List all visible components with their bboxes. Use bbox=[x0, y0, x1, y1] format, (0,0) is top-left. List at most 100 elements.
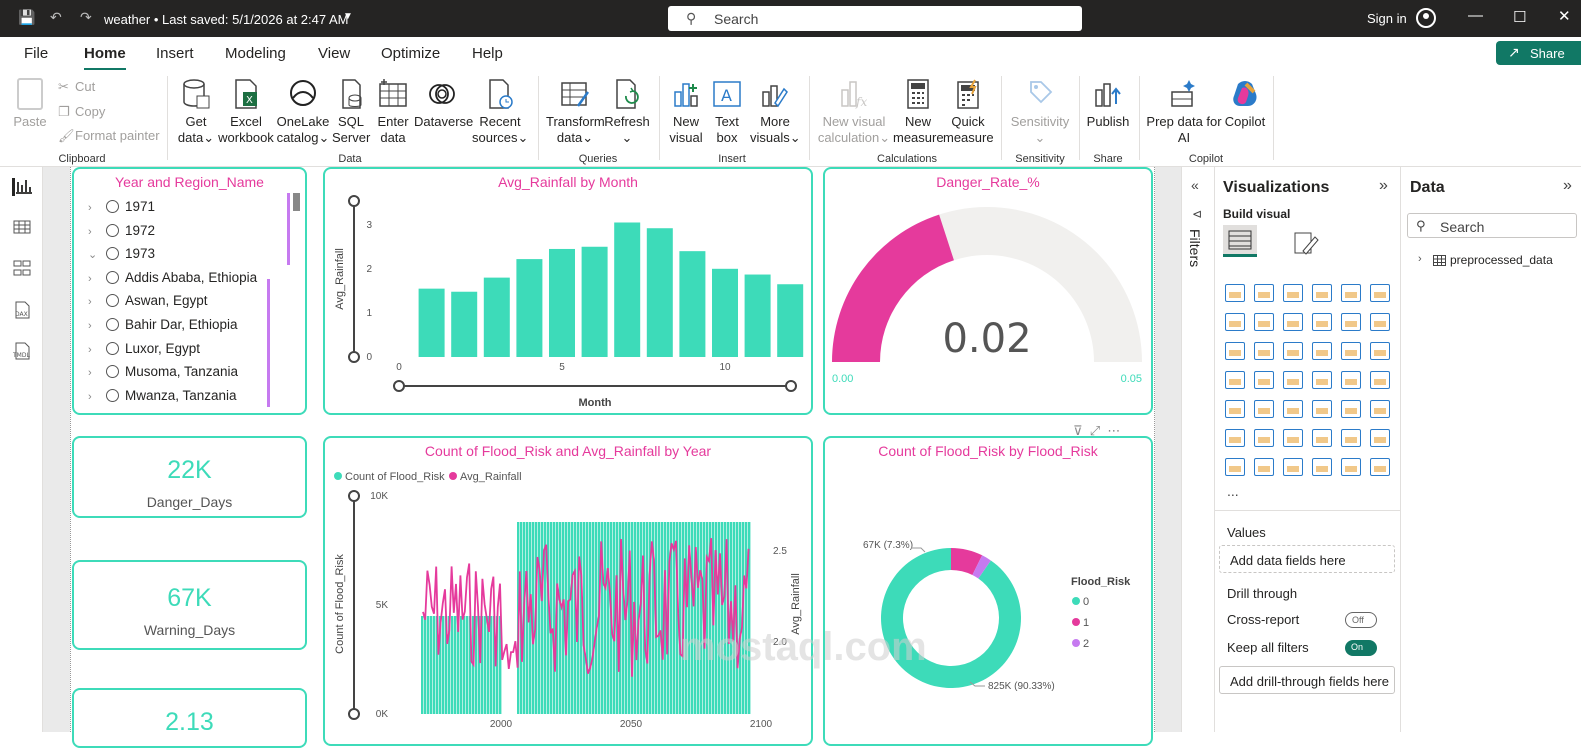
visual-type-icon[interactable] bbox=[1341, 284, 1361, 302]
onelake-catalog-button[interactable]: OneLake catalog⌄ bbox=[276, 78, 330, 146]
radio-button[interactable] bbox=[106, 318, 119, 331]
visual-type-icon[interactable] bbox=[1370, 429, 1390, 447]
excel-workbook-button[interactable]: X Excel workbook bbox=[218, 78, 274, 146]
combo-bar[interactable] bbox=[565, 522, 568, 714]
combo-bar[interactable] bbox=[490, 616, 493, 714]
combo-bar[interactable] bbox=[430, 616, 433, 714]
bar[interactable] bbox=[418, 288, 445, 357]
combo-bar[interactable] bbox=[451, 616, 454, 714]
visual-type-icon[interactable] bbox=[1225, 429, 1245, 447]
slicer-item[interactable]: › Musoma, Tanzania bbox=[88, 364, 238, 379]
visual-type-icon[interactable] bbox=[1370, 313, 1390, 331]
combo-bar[interactable] bbox=[529, 522, 532, 714]
visual-type-icon[interactable] bbox=[1370, 400, 1390, 418]
flood-risk-donut-chart[interactable]: Count of Flood_Risk by Flood_Risk 67K (7… bbox=[823, 436, 1153, 746]
sensitivity-button[interactable]: Sensitivity ⌄ bbox=[1008, 78, 1072, 146]
publish-button[interactable]: Publish bbox=[1086, 78, 1130, 130]
visual-type-icon[interactable] bbox=[1312, 400, 1332, 418]
combo-bar[interactable] bbox=[466, 616, 469, 714]
combo-bar[interactable] bbox=[700, 522, 703, 714]
combo-bar[interactable] bbox=[427, 616, 430, 714]
visual-type-icon[interactable] bbox=[1254, 400, 1274, 418]
combo-bar[interactable] bbox=[595, 522, 598, 714]
chevron-right-icon[interactable]: › bbox=[1418, 253, 1422, 265]
combo-bar[interactable] bbox=[547, 522, 550, 714]
cut-button[interactable]: Cut bbox=[75, 79, 96, 94]
visual-type-icon[interactable] bbox=[1370, 371, 1390, 389]
combo-bar[interactable] bbox=[589, 522, 592, 714]
table-view-icon[interactable] bbox=[12, 219, 32, 237]
combo-bar[interactable] bbox=[553, 522, 556, 714]
visual-type-icon[interactable] bbox=[1254, 284, 1274, 302]
combo-bar[interactable] bbox=[604, 522, 607, 714]
visual-type-icon[interactable] bbox=[1312, 313, 1332, 331]
visual-type-icon[interactable] bbox=[1254, 371, 1274, 389]
combo-bar[interactable] bbox=[679, 522, 682, 714]
tab-modeling[interactable]: Modeling bbox=[225, 45, 286, 62]
combo-bar[interactable] bbox=[460, 616, 463, 714]
bar[interactable] bbox=[614, 222, 641, 357]
filters-pane-collapsed[interactable]: « ⊲ Filters bbox=[1181, 167, 1215, 732]
combo-bar[interactable] bbox=[469, 616, 472, 714]
combo-bar[interactable] bbox=[439, 616, 442, 714]
x-slider-handle-left[interactable] bbox=[393, 380, 405, 392]
visual-type-icon[interactable] bbox=[1370, 458, 1390, 476]
combo-bar[interactable] bbox=[691, 522, 694, 714]
combo-bar[interactable] bbox=[748, 522, 751, 714]
visual-type-icon[interactable] bbox=[1283, 313, 1303, 331]
y-slider-handle-bottom[interactable] bbox=[348, 708, 360, 720]
chevron-down-icon[interactable]: ▼ bbox=[343, 11, 353, 22]
visual-type-icon[interactable] bbox=[1341, 458, 1361, 476]
slicer-scrollbar-thumb[interactable] bbox=[293, 193, 300, 211]
cross-report-toggle[interactable]: Off bbox=[1345, 612, 1377, 628]
combo-bar[interactable] bbox=[724, 522, 727, 714]
more-options-icon[interactable]: ⋯ bbox=[1107, 423, 1121, 438]
focus-mode-icon[interactable]: ⤢ bbox=[1089, 423, 1101, 438]
combo-bar[interactable] bbox=[559, 522, 562, 714]
get-data-button[interactable]: Get data⌄ bbox=[174, 78, 218, 146]
slicer-item[interactable]: › Mwanza, Tanzania bbox=[88, 388, 237, 403]
slicer-scrollbar-inner[interactable] bbox=[287, 193, 290, 265]
recent-sources-button[interactable]: Recent sources⌄ bbox=[472, 78, 528, 146]
radio-button[interactable] bbox=[106, 200, 119, 213]
combo-bar[interactable] bbox=[454, 616, 457, 714]
bar[interactable] bbox=[744, 274, 771, 357]
combo-bar[interactable] bbox=[487, 616, 490, 714]
visual-type-icon[interactable] bbox=[1225, 458, 1245, 476]
slicer-item[interactable]: › 1972 bbox=[88, 223, 155, 238]
combo-bar[interactable] bbox=[664, 522, 667, 714]
enter-data-button[interactable]: Enter data bbox=[374, 78, 412, 146]
combo-bar[interactable] bbox=[433, 616, 436, 714]
visual-type-icon[interactable] bbox=[1341, 371, 1361, 389]
combo-bar[interactable] bbox=[673, 522, 676, 714]
model-view-icon[interactable] bbox=[12, 260, 32, 278]
combo-bar[interactable] bbox=[715, 522, 718, 714]
combo-bar[interactable] bbox=[457, 616, 460, 714]
combo-bar[interactable] bbox=[463, 616, 466, 714]
text-box-button[interactable]: A Text box bbox=[708, 78, 746, 146]
data-search-input[interactable]: ⚲ Search bbox=[1407, 213, 1577, 238]
radio-button[interactable] bbox=[106, 270, 119, 284]
visual-type-icon[interactable] bbox=[1283, 458, 1303, 476]
slicer-item[interactable]: › Aswan, Egypt bbox=[88, 293, 208, 308]
visual-type-icon[interactable] bbox=[1283, 284, 1303, 302]
new-visual-calculation-button[interactable]: fx New visual calculation⌄ bbox=[816, 78, 892, 146]
combo-bar[interactable] bbox=[652, 522, 655, 714]
combo-bar[interactable] bbox=[739, 522, 742, 714]
combo-bar[interactable] bbox=[532, 522, 535, 714]
visual-type-icon[interactable] bbox=[1254, 342, 1274, 360]
visual-type-icon[interactable] bbox=[1225, 284, 1245, 302]
more-visuals-button[interactable]: More visuals⌄ bbox=[750, 78, 801, 146]
radio-button[interactable] bbox=[106, 294, 119, 308]
combo-bar[interactable] bbox=[499, 616, 502, 714]
combo-bar[interactable] bbox=[601, 522, 604, 714]
combo-bar[interactable] bbox=[445, 616, 448, 714]
bar[interactable] bbox=[712, 268, 738, 357]
bar[interactable] bbox=[679, 251, 706, 357]
combo-bar[interactable] bbox=[421, 616, 424, 714]
combo-bar[interactable] bbox=[607, 522, 610, 714]
combo-bar[interactable] bbox=[685, 522, 688, 714]
flood-risk-rainfall-by-year-chart[interactable]: Count of Flood_Risk and Avg_Rainfall by … bbox=[323, 436, 813, 746]
refresh-button[interactable]: Refresh ⌄ bbox=[604, 78, 650, 146]
tab-insert[interactable]: Insert bbox=[156, 45, 194, 62]
